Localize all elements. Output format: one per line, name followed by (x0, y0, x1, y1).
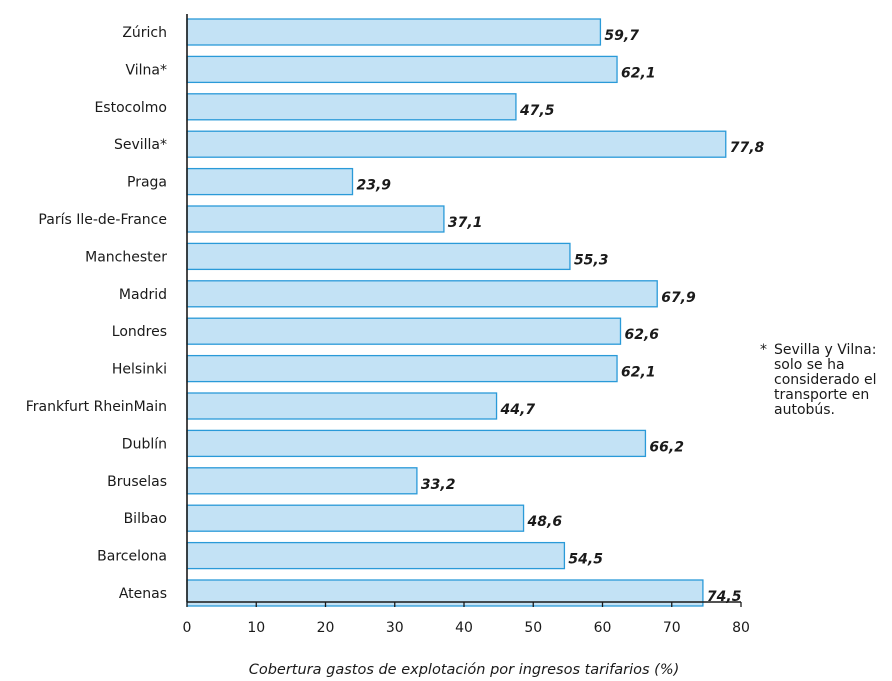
value-label: 47,5 (519, 103, 555, 119)
x-tick-label: 50 (524, 620, 542, 636)
category-label: Sevilla* (114, 137, 167, 153)
value-label: 37,1 (448, 215, 483, 231)
x-axis-ticks: 0 10 20 30 40 50 60 70 80 (183, 602, 750, 636)
category-label: Bilbao (124, 511, 167, 527)
category-label: Bruselas (107, 474, 167, 490)
value-label: 54,5 (568, 552, 603, 568)
x-tick-label: 80 (732, 620, 750, 636)
bar (186, 167, 354, 196)
category-label: Praga (127, 175, 167, 191)
x-tick-label: 0 (183, 620, 192, 636)
x-tick-label: 40 (455, 620, 473, 636)
category-labels: Zúrich Vilna* Estocolmo Sevilla* Praga París … (26, 25, 167, 602)
category-label: Madrid (119, 287, 167, 303)
value-label: 62,6 (625, 327, 660, 343)
category-label: Dublín (122, 436, 167, 452)
bar (186, 18, 602, 46)
value-label: 48,6 (527, 514, 563, 530)
category-label: Atenas (119, 586, 167, 602)
category-label: Barcelona (97, 549, 167, 565)
bar (186, 429, 647, 458)
bar (186, 130, 727, 158)
x-tick-label: 20 (317, 620, 335, 636)
bar (186, 467, 418, 495)
bar (186, 354, 618, 383)
bar (186, 317, 622, 345)
category-label: Frankfurt RheinMain (26, 399, 167, 415)
category-label: Zúrich (122, 25, 167, 41)
category-label: Manchester (85, 249, 167, 265)
bar (186, 93, 517, 121)
bar (186, 541, 566, 570)
value-label: 33,2 (421, 477, 456, 493)
value-label: 77,8 (730, 140, 765, 156)
value-label: 59,7 (604, 28, 639, 44)
bar (186, 205, 445, 233)
value-label: 67,9 (661, 290, 696, 306)
bar (186, 242, 571, 271)
category-label: París Ile-de-France (38, 212, 167, 228)
x-tick-label: 10 (247, 620, 265, 636)
category-label: Vilna* (125, 62, 167, 78)
bar (186, 392, 498, 420)
category-label: Helsinki (112, 362, 167, 378)
bar (186, 504, 525, 532)
footnote-text: Sevilla y Vilna: solo se ha considerado … (774, 342, 877, 418)
value-label: 55,3 (574, 252, 609, 268)
value-labels: 59,7 62,1 47,5 77,8 23,9 37,1 55,3 67,9 62,6 62,1… (357, 28, 765, 605)
value-label: 62,1 (621, 65, 656, 81)
category-label: Estocolmo (94, 100, 167, 116)
value-label: 66,2 (649, 439, 684, 455)
value-label: 44,7 (500, 402, 536, 418)
bar (186, 55, 618, 84)
x-tick-label: 60 (594, 620, 612, 636)
value-label: 23,9 (357, 178, 392, 194)
category-label: Londres (112, 324, 167, 340)
x-tick-label: 30 (386, 620, 404, 636)
bars-layer (186, 18, 727, 607)
bar (186, 280, 658, 308)
footnote-asterisk: * (760, 342, 767, 358)
value-label: 62,1 (621, 365, 656, 381)
x-tick-label: 70 (663, 620, 681, 636)
value-label: 74,5 (707, 589, 742, 605)
x-axis-title: Cobertura gastos de explotación por ingr… (249, 662, 680, 678)
